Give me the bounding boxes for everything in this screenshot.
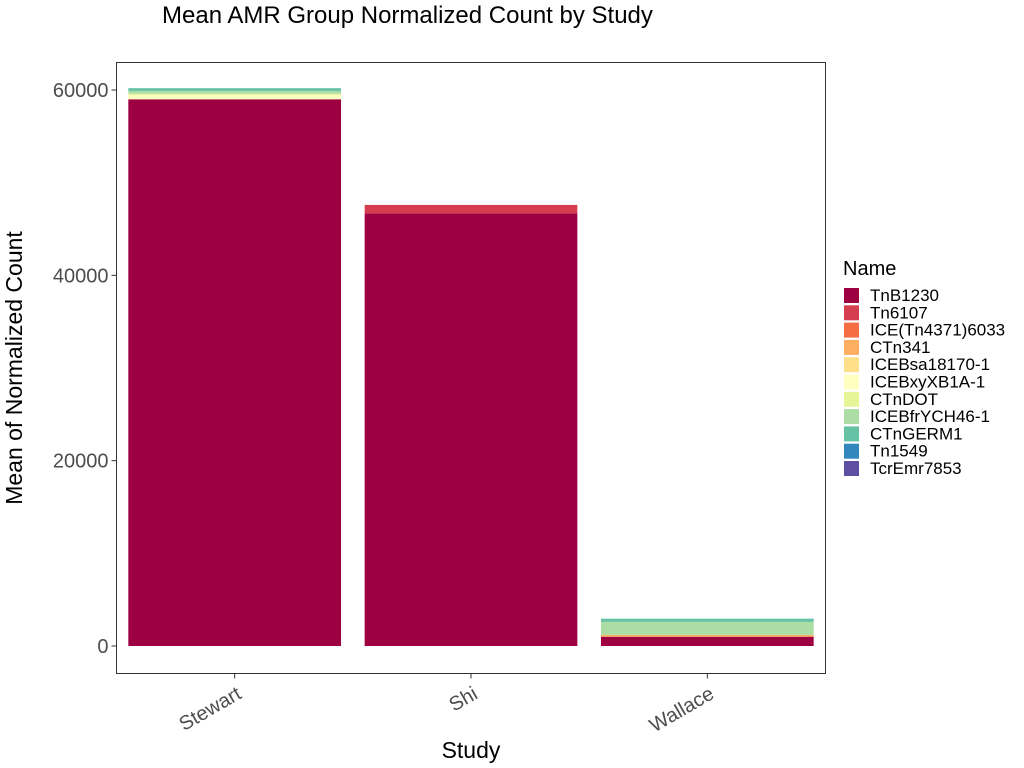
bar-segment	[128, 99, 342, 646]
legend-label: CTnDOT	[870, 390, 938, 409]
chart-title: Mean AMR Group Normalized Count by Study	[162, 2, 653, 29]
legend-label: ICE(Tn4371)6033	[870, 321, 1005, 340]
legend-swatch	[844, 288, 859, 303]
y-tick-label: 0	[97, 636, 108, 658]
y-tick-label: 20000	[53, 451, 109, 473]
x-tick-label: Wallace	[646, 683, 718, 737]
legend-swatch	[844, 426, 859, 442]
legend-label: ICEBsa18170-1	[870, 355, 990, 374]
legend-label: ICEBxyXB1A-1	[870, 373, 985, 392]
y-tick-label: 60000	[53, 80, 109, 102]
legend-label: TnB1230	[870, 286, 939, 305]
legend-swatch	[844, 322, 859, 338]
legend-swatch	[844, 461, 859, 476]
legend-title: Name	[843, 258, 896, 280]
y-axis: 0 20000 40000 60000	[53, 80, 117, 658]
legend-label: ICEBfrYCH46-1	[870, 407, 990, 426]
legend-label: CTnGERM1	[870, 424, 963, 443]
legend-swatch	[844, 357, 859, 373]
legend-swatch	[844, 305, 859, 321]
bar-segment	[364, 213, 578, 646]
bar-segment	[600, 621, 814, 635]
x-axis-title: Study	[442, 737, 501, 763]
legend-swatch	[844, 443, 859, 459]
bar-segment	[128, 88, 342, 91]
bar-segment	[364, 204, 578, 214]
legend-swatch	[844, 409, 859, 425]
bar-segment	[600, 636, 814, 646]
bar-segment	[128, 95, 342, 100]
x-tick-label: Shi	[445, 683, 481, 717]
x-axis: Stewart Shi Wallace	[175, 673, 718, 737]
bar-segment	[600, 618, 814, 622]
legend-label: Tn1549	[870, 442, 928, 461]
x-tick-label: Stewart	[175, 683, 245, 736]
bars-group	[128, 88, 814, 646]
legend-swatch	[844, 374, 859, 390]
bar-segment	[128, 90, 342, 94]
bar-segment	[128, 93, 342, 96]
legend-label: TcrEmr7853	[870, 459, 962, 478]
y-axis-title: Mean of Normalized Count	[1, 231, 27, 505]
bar-segment	[600, 634, 814, 637]
legend-swatch	[844, 339, 859, 355]
legend-label: Tn6107	[870, 303, 928, 322]
legend-swatch	[844, 391, 859, 407]
legend: Name TnB1230Tn6107ICE(Tn4371)6033CTn341I…	[843, 258, 1005, 478]
y-tick-label: 40000	[53, 265, 109, 287]
legend-label: CTn341	[870, 338, 930, 357]
